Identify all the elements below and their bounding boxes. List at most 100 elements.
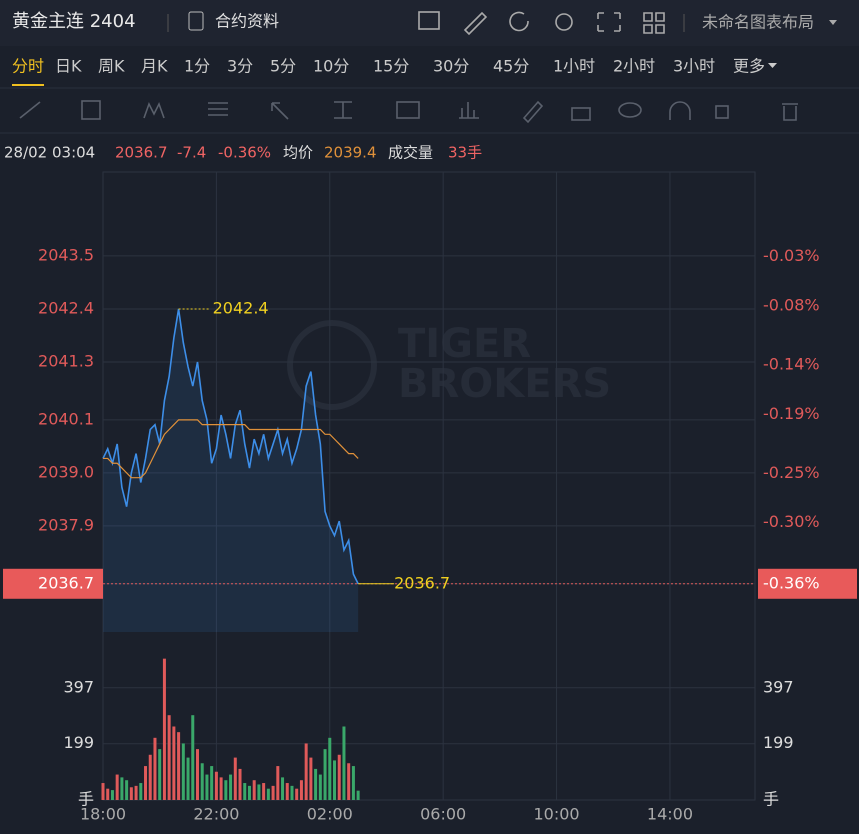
volume-bar: [347, 763, 351, 800]
volume-tick-label: 手: [763, 790, 779, 809]
volume-bar: [257, 784, 261, 800]
volume-bar: [195, 749, 199, 800]
volume-tick-label: 397: [763, 677, 794, 696]
volume-bar: [351, 766, 355, 800]
max-label: 2042.4: [213, 298, 269, 317]
symbol-title: 黄金主连 2404: [12, 11, 136, 32]
volume-bar: [162, 658, 166, 800]
volume-bar: [115, 774, 119, 800]
tool-magnet[interactable]: [669, 101, 691, 120]
volume-bar: [186, 757, 190, 800]
tool-fib[interactable]: [208, 102, 228, 116]
timeframe-tab[interactable]: 1分: [184, 57, 210, 76]
doc-icon[interactable]: [188, 11, 204, 31]
layout-icon[interactable]: [643, 12, 665, 34]
volume-bar: [205, 774, 209, 800]
volume-bar: [290, 785, 294, 800]
volume-bar: [224, 780, 228, 800]
edit-icon[interactable]: [463, 11, 488, 36]
timeframe-tab[interactable]: 15分: [373, 57, 409, 76]
timeframe-tab[interactable]: 1小时: [553, 57, 595, 76]
timeframe-tab[interactable]: 5分: [270, 57, 296, 76]
header-icons: [418, 11, 665, 36]
y2-tick-label: -0.14%: [763, 355, 820, 374]
dropdown-arrow[interactable]: [829, 20, 837, 25]
y2-tick-label: -0.19%: [763, 404, 820, 423]
info-volume-label: 成交量: [388, 144, 433, 162]
timeframe-tab[interactable]: 周K: [98, 57, 125, 76]
volume-bar: [314, 768, 318, 800]
watermark: TIGER BROKERS: [287, 320, 611, 410]
contract-info[interactable]: 合约资料: [215, 12, 279, 31]
settings-icon[interactable]: [555, 13, 573, 31]
price-line: [102, 308, 359, 585]
tool-copy[interactable]: [715, 105, 729, 119]
tool-rect[interactable]: [81, 100, 101, 120]
volume-bar: [167, 715, 171, 800]
more-arrow[interactable]: [768, 63, 777, 68]
info-avg-value: 2039.4: [324, 144, 377, 162]
timeframe-tab[interactable]: 2小时: [613, 57, 655, 76]
volume-bar: [191, 715, 195, 800]
tool-measure[interactable]: [334, 101, 352, 119]
timeframe-tab[interactable]: 45分: [493, 57, 529, 76]
timeframe-tab[interactable]: 30分: [433, 57, 469, 76]
x-tick-label: 14:00: [647, 805, 693, 824]
refresh-icon[interactable]: [509, 11, 529, 32]
volume-bar: [262, 783, 266, 800]
timeframe-tab[interactable]: 3小时: [673, 57, 715, 76]
indicator-icon[interactable]: [418, 11, 440, 30]
active-underline: [12, 84, 44, 86]
y2-tick-label: -0.03%: [763, 246, 820, 265]
x-tick-label: 18:00: [80, 805, 126, 824]
volume-bar: [106, 788, 110, 800]
info-change: -7.4: [177, 144, 206, 162]
fullscreen-icon[interactable]: [597, 12, 621, 32]
volume-bar: [337, 754, 341, 800]
info-bar: 28/02 03:04 2036.7 -7.4 -0.36% 均价 2039.4…: [4, 144, 482, 162]
volume-bar: [153, 737, 157, 800]
tool-lock[interactable]: [571, 107, 591, 121]
timeframe-tab[interactable]: 更多: [733, 57, 765, 76]
tool-pen[interactable]: [522, 100, 544, 124]
volume-bar: [342, 726, 346, 800]
volume-bar: [271, 785, 275, 800]
last-pct-tag-label: -0.36%: [763, 573, 820, 592]
volume-bar: [101, 783, 105, 800]
tool-wave[interactable]: [143, 101, 165, 119]
timeframe-tab[interactable]: 月K: [141, 57, 168, 76]
tool-line[interactable]: [19, 101, 41, 119]
timeframe-tab[interactable]: 分时: [12, 57, 44, 76]
volume-bar: [177, 732, 181, 800]
last-price-tag: [3, 568, 103, 599]
info-change-pct: -0.36%: [218, 144, 271, 162]
timeframe-tab[interactable]: 日K: [55, 57, 82, 76]
watermark-logo: [287, 320, 377, 410]
tool-arrow[interactable]: [271, 102, 289, 120]
y-tick-label: 2037.9: [38, 515, 94, 534]
layout-name[interactable]: 未命名图表布局: [702, 13, 814, 32]
watermark-text: BROKERS: [398, 361, 611, 407]
volume-bar: [158, 749, 162, 800]
timeframe-tab[interactable]: 3分: [227, 57, 253, 76]
y2-tick-label: -0.08%: [763, 295, 820, 314]
volume-bar: [229, 774, 233, 800]
tool-trash[interactable]: [782, 103, 798, 121]
volume-bar: [243, 783, 247, 800]
x-tick-label: 02:00: [307, 805, 353, 824]
tool-eye[interactable]: [618, 102, 642, 118]
volume-bar: [238, 768, 242, 800]
info-avg-label: 均价: [283, 144, 313, 162]
tool-bars[interactable]: [459, 102, 479, 119]
volume-tick-label: 397: [63, 677, 94, 696]
timeframe-tab[interactable]: 10分: [313, 57, 349, 76]
x-tick-label: 10:00: [534, 805, 580, 824]
tool-text[interactable]: [396, 101, 420, 119]
volume-bar: [139, 783, 143, 800]
info-volume-value: 33手: [448, 144, 482, 162]
volume-bar: [285, 783, 289, 800]
volume-bar: [210, 766, 214, 800]
volume-bar: [125, 780, 129, 800]
